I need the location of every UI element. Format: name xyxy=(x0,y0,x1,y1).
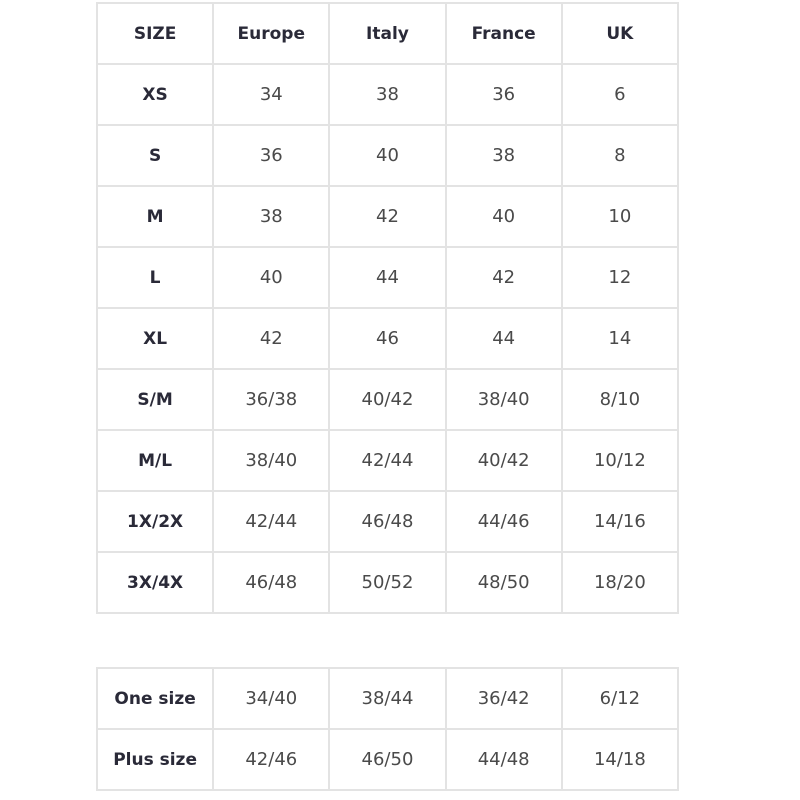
size-value-cell: 8/10 xyxy=(560,368,680,431)
size-label-cell: XL xyxy=(95,307,215,370)
size-value-cell: 38 xyxy=(328,63,447,126)
size-value-cell: 42 xyxy=(444,246,563,309)
size-value-cell: 44 xyxy=(328,246,447,309)
size-value-cell: 38/40 xyxy=(212,429,331,492)
size-label-cell: M/L xyxy=(95,429,215,492)
size-value-cell: 42 xyxy=(328,185,447,248)
table-row: 3X/4X 46/48 50/52 48/50 18/20 xyxy=(95,551,680,614)
size-value-cell: 12 xyxy=(560,246,680,309)
size-value-cell: 46/50 xyxy=(328,728,447,791)
size-value-cell: 46/48 xyxy=(212,551,331,614)
size-label-cell: S/M xyxy=(95,368,215,431)
size-value-cell: 40 xyxy=(328,124,447,187)
size-value-cell: 38 xyxy=(212,185,331,248)
table-row: 1X/2X 42/44 46/48 44/46 14/16 xyxy=(95,490,680,553)
table-row: L 40 44 42 12 xyxy=(95,246,680,309)
size-value-cell: 50/52 xyxy=(328,551,447,614)
column-header: Italy xyxy=(328,2,447,65)
size-value-cell: 44/48 xyxy=(444,728,563,791)
size-value-cell: 10/12 xyxy=(560,429,680,492)
table-row: XL 42 46 44 14 xyxy=(95,307,680,370)
table-row: S/M 36/38 40/42 38/40 8/10 xyxy=(95,368,680,431)
size-value-cell: 36/38 xyxy=(212,368,331,431)
size-label-cell: M xyxy=(95,185,215,248)
size-value-cell: 42/44 xyxy=(328,429,447,492)
size-label-cell: Plus size xyxy=(95,728,215,791)
size-value-cell: 38 xyxy=(444,124,563,187)
size-label-cell: S xyxy=(95,124,215,187)
size-value-cell: 38/44 xyxy=(328,667,447,730)
size-value-cell: 10 xyxy=(560,185,680,248)
column-header: UK xyxy=(560,2,680,65)
size-value-cell: 40 xyxy=(212,246,331,309)
size-value-cell: 14/18 xyxy=(560,728,680,791)
size-label-cell: One size xyxy=(95,667,215,730)
size-value-cell: 38/40 xyxy=(444,368,563,431)
size-value-cell: 6/12 xyxy=(560,667,680,730)
size-value-cell: 34 xyxy=(212,63,331,126)
size-value-cell: 14/16 xyxy=(560,490,680,553)
column-header: SIZE xyxy=(95,2,215,65)
table-row: M/L 38/40 42/44 40/42 10/12 xyxy=(95,429,680,492)
table-row: Plus size 42/46 46/50 44/48 14/18 xyxy=(95,728,680,791)
size-value-cell: 8 xyxy=(560,124,680,187)
size-value-cell: 42/44 xyxy=(212,490,331,553)
size-value-cell: 36 xyxy=(212,124,331,187)
header-row: SIZE Europe Italy France UK xyxy=(95,2,680,65)
size-value-cell: 48/50 xyxy=(444,551,563,614)
size-value-cell: 34/40 xyxy=(212,667,331,730)
size-value-cell: 40/42 xyxy=(328,368,447,431)
column-header: Europe xyxy=(212,2,331,65)
size-value-cell: 18/20 xyxy=(560,551,680,614)
table-row: S 36 40 38 8 xyxy=(95,124,680,187)
size-value-cell: 36 xyxy=(444,63,563,126)
size-value-cell: 46 xyxy=(328,307,447,370)
size-value-cell: 44 xyxy=(444,307,563,370)
size-label-cell: 3X/4X xyxy=(95,551,215,614)
size-value-cell: 42/46 xyxy=(212,728,331,791)
size-value-cell: 44/46 xyxy=(444,490,563,553)
size-label-cell: XS xyxy=(95,63,215,126)
size-value-cell: 46/48 xyxy=(328,490,447,553)
size-label-cell: L xyxy=(95,246,215,309)
extra-size-table: One size 34/40 38/44 36/42 6/12 Plus size 42/4… xyxy=(95,667,680,791)
table-row: M 38 42 40 10 xyxy=(95,185,680,248)
table-row: One size 34/40 38/44 36/42 6/12 xyxy=(95,667,680,730)
size-value-cell: 42 xyxy=(212,307,331,370)
size-chart-table: SIZE Europe Italy France UK XS 34 38 36 6 S 36 40 38 8… xyxy=(95,2,680,614)
size-value-cell: 6 xyxy=(560,63,680,126)
size-value-cell: 36/42 xyxy=(444,667,563,730)
table-row: XS 34 38 36 6 xyxy=(95,63,680,126)
column-header: France xyxy=(444,2,563,65)
size-label-cell: 1X/2X xyxy=(95,490,215,553)
size-value-cell: 40/42 xyxy=(444,429,563,492)
size-value-cell: 14 xyxy=(560,307,680,370)
size-value-cell: 40 xyxy=(444,185,563,248)
